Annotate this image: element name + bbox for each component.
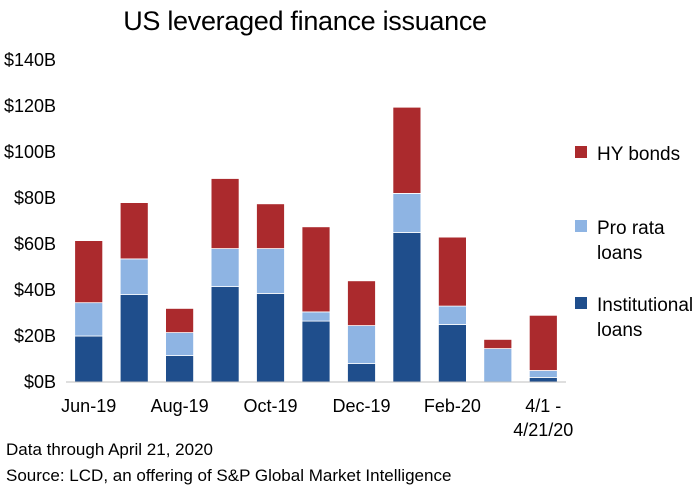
bar-segment-hy-bonds <box>256 203 285 250</box>
legend-label-hy-bonds: HY bonds <box>597 144 681 165</box>
x-tick-label: Oct-19 <box>243 396 297 416</box>
bar-segment-hy-bonds <box>165 307 195 333</box>
y-tick-label: $0B <box>24 372 56 392</box>
bar-segment-pro-rata-loans <box>528 370 558 378</box>
legend-swatch-pro-rata-loans <box>575 220 587 232</box>
bar-segment-pro-rata-loans <box>437 305 467 325</box>
x-tick-label: Jun-19 <box>61 396 116 416</box>
x-tick-label: Dec-19 <box>332 396 390 416</box>
bar-segment-pro-rata-loans <box>165 332 195 357</box>
bar-segment-pro-rata-loans <box>119 258 149 295</box>
bar-segment-institutional-loans <box>119 294 149 383</box>
bar-segment-hy-bonds <box>528 314 558 371</box>
legend-label-institutional-loans: Institutional loans <box>597 293 700 343</box>
bar-segment-pro-rata-loans <box>483 348 513 383</box>
bar-segment-hy-bonds <box>301 226 331 313</box>
bar-segment-institutional-loans <box>256 292 285 383</box>
bar-segment-hy-bonds <box>483 338 513 349</box>
y-tick-label: $100B <box>4 142 56 162</box>
bar-segment-institutional-loans <box>165 355 195 383</box>
x-tick-label: Feb-20 <box>424 396 481 416</box>
bar-segment-hy-bonds <box>74 240 104 304</box>
legend-label-line: Institutional <box>597 295 694 316</box>
y-tick-label: $60B <box>14 234 56 254</box>
y-tick-label: $20B <box>14 326 56 346</box>
legend-label-line: Pro rata <box>597 218 665 239</box>
bar-segment-hy-bonds <box>437 236 467 307</box>
bar-segment-pro-rata-loans <box>347 325 376 365</box>
bar-segment-pro-rata-loans <box>256 248 285 294</box>
bar-segment-institutional-loans <box>392 232 422 383</box>
legend-label-pro-rata-loans: Pro rata loans <box>597 216 700 266</box>
bar-segment-institutional-loans <box>301 320 331 383</box>
x-axis: Jun-19 Aug-19 Oct-19 Dec-19 Feb-20 4/1 - 4/21/… <box>61 381 573 440</box>
bar-segment-pro-rata-loans <box>301 311 331 322</box>
bar-segment-hy-bonds <box>119 202 149 260</box>
y-axis: $0B $20B $40B $60B $80B $100B $120B $140B <box>4 50 56 392</box>
bar-segment-institutional-loans <box>528 376 558 383</box>
bar-segment-pro-rata-loans <box>392 192 422 233</box>
bar-segment-pro-rata-loans <box>210 248 240 288</box>
bar-segment-institutional-loans <box>437 324 467 383</box>
chart-title: US leveraged finance issuance <box>123 6 487 36</box>
legend-label-line: loans <box>597 320 643 341</box>
legend-swatch-hy-bonds <box>575 146 587 158</box>
bars <box>74 106 558 383</box>
legend-label-line: loans <box>597 243 643 264</box>
y-tick-label: $140B <box>4 50 56 70</box>
y-tick-label: $120B <box>4 96 56 116</box>
footnote-data-date: Data through April 21, 2020 <box>6 440 213 459</box>
bar-segment-institutional-loans <box>210 286 240 383</box>
y-tick-label: $40B <box>14 280 56 300</box>
x-tick-label: 4/21/20 <box>513 420 573 440</box>
footnote-source: Source: LCD, an offering of S&P Global M… <box>6 466 452 485</box>
legend-swatch-institutional-loans <box>575 297 587 309</box>
bar-segment-hy-bonds <box>347 280 376 326</box>
bar-segment-hy-bonds <box>392 106 422 194</box>
x-tick-label: 4/1 - <box>525 396 561 416</box>
bar-segment-pro-rata-loans <box>74 302 104 337</box>
x-tick-label: Aug-19 <box>151 396 209 416</box>
bar-segment-institutional-loans <box>347 363 376 383</box>
y-tick-label: $80B <box>14 188 56 208</box>
bar-segment-institutional-loans <box>74 335 104 383</box>
bar-segment-hy-bonds <box>210 178 240 249</box>
